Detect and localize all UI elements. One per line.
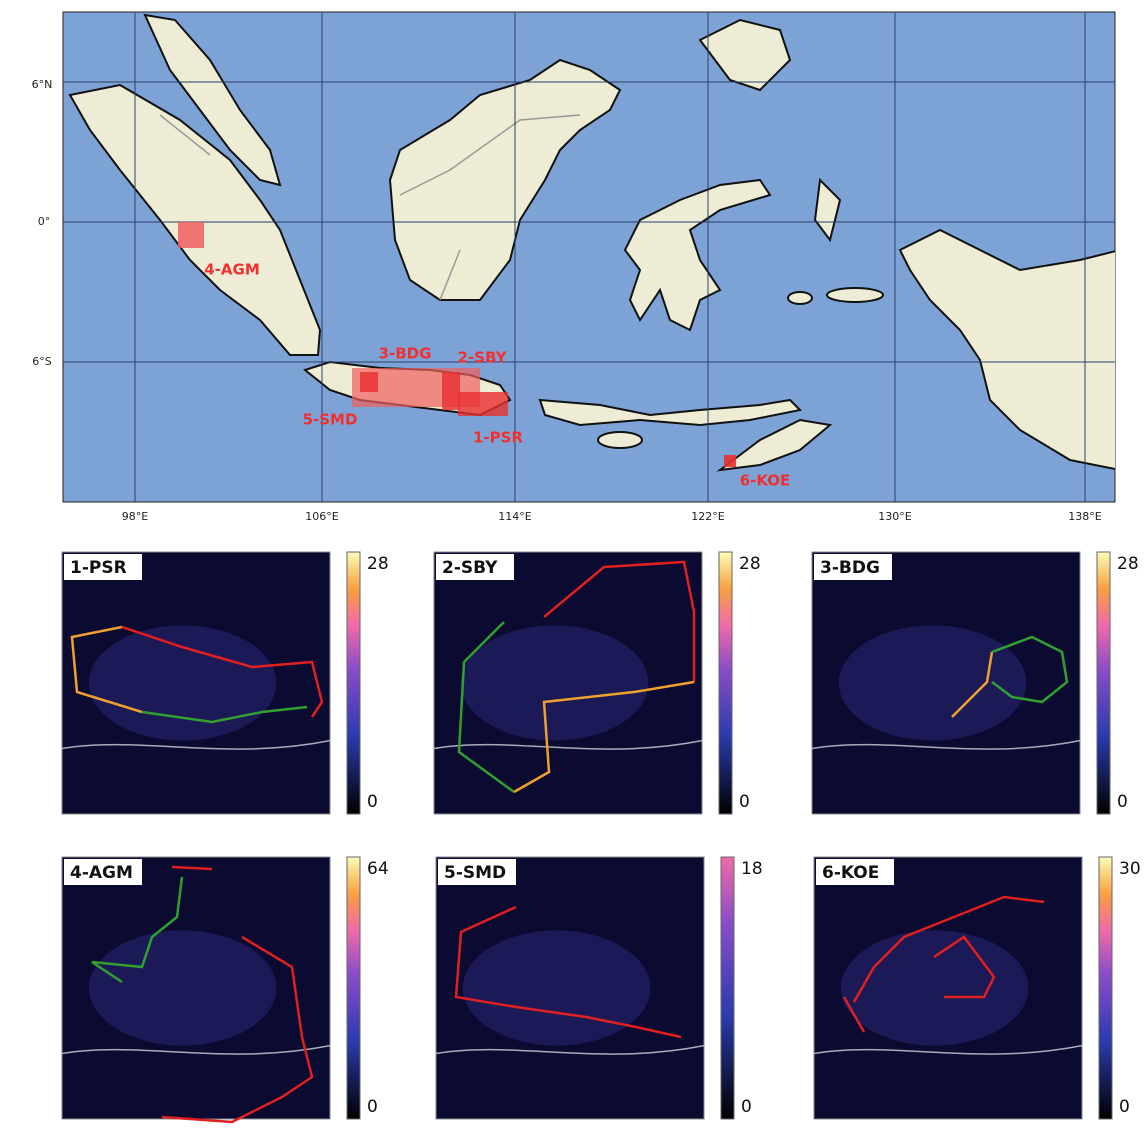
region-label: 6-KOE xyxy=(740,472,791,490)
colorbar xyxy=(347,552,360,814)
panel-title: 5-SMD xyxy=(444,863,506,883)
lon-label: 114°E xyxy=(498,510,531,523)
region-label: 5-SMD xyxy=(303,411,358,429)
lon-label: 122°E xyxy=(691,510,724,523)
colorbar-max-label: 28 xyxy=(1117,554,1139,574)
lat-label: 6°N xyxy=(32,78,53,91)
panel: 1-PSR 28 0 xyxy=(62,552,389,814)
colorbar xyxy=(1097,552,1110,814)
lat-label: 6°S xyxy=(32,355,51,368)
region-label: 1-PSR xyxy=(473,429,523,447)
colorbar xyxy=(1099,857,1112,1119)
light-glow xyxy=(461,625,649,740)
region-label: 3-BDG xyxy=(379,345,432,363)
colorbar-min-label: 0 xyxy=(1119,1097,1130,1117)
main-map: 6°N 0° 6°S 98°E 106°E 114°E 122°E 130°E … xyxy=(32,12,1120,523)
colorbar-max-label: 28 xyxy=(367,554,389,574)
panel-title: 6-KOE xyxy=(822,863,879,883)
lon-label: 106°E xyxy=(305,510,338,523)
lat-label: 0° xyxy=(38,215,51,228)
panel: 6-KOE 30 0 xyxy=(814,857,1141,1119)
light-glow xyxy=(841,930,1029,1045)
colorbar-min-label: 0 xyxy=(741,1097,752,1117)
colorbar xyxy=(347,857,360,1119)
panel: 5-SMD 18 0 xyxy=(436,857,763,1119)
colorbar-max-label: 28 xyxy=(739,554,761,574)
colorbar-min-label: 0 xyxy=(1117,792,1128,812)
colorbar xyxy=(721,857,734,1119)
colorbar-max-label: 30 xyxy=(1119,859,1141,879)
panel: 4-AGM 64 0 xyxy=(62,857,389,1122)
colorbar-min-label: 0 xyxy=(739,792,750,812)
colorbar-max-label: 18 xyxy=(741,859,763,879)
panel-title: 2-SBY xyxy=(442,558,498,578)
light-glow xyxy=(89,930,277,1045)
lon-label: 130°E xyxy=(878,510,911,523)
lon-label: 98°E xyxy=(122,510,148,523)
light-glow xyxy=(463,930,651,1045)
light-glow xyxy=(839,625,1027,740)
panels: 1-PSR 28 0 2-SBY 28 0 3-BDG 28 0 4-AGM 64 0 5-SMD 18 0… xyxy=(62,552,1141,1122)
region-label: 4-AGM xyxy=(204,261,260,279)
colorbar xyxy=(719,552,732,814)
panel: 2-SBY 28 0 xyxy=(434,552,761,814)
panel-title: 4-AGM xyxy=(70,863,133,883)
colorbar-min-label: 0 xyxy=(367,792,378,812)
lon-label: 138°E xyxy=(1068,510,1101,523)
panel-title: 1-PSR xyxy=(70,558,127,578)
light-glow xyxy=(89,625,277,740)
colorbar-min-label: 0 xyxy=(367,1097,378,1117)
colorbar-max-label: 64 xyxy=(367,859,389,879)
region-label: 2-SBY xyxy=(458,349,508,367)
figure: 6°N 0° 6°S 98°E 106°E 114°E 122°E 130°E … xyxy=(0,0,1148,1128)
panel: 3-BDG 28 0 xyxy=(812,552,1139,814)
panel-title: 3-BDG xyxy=(820,558,880,578)
